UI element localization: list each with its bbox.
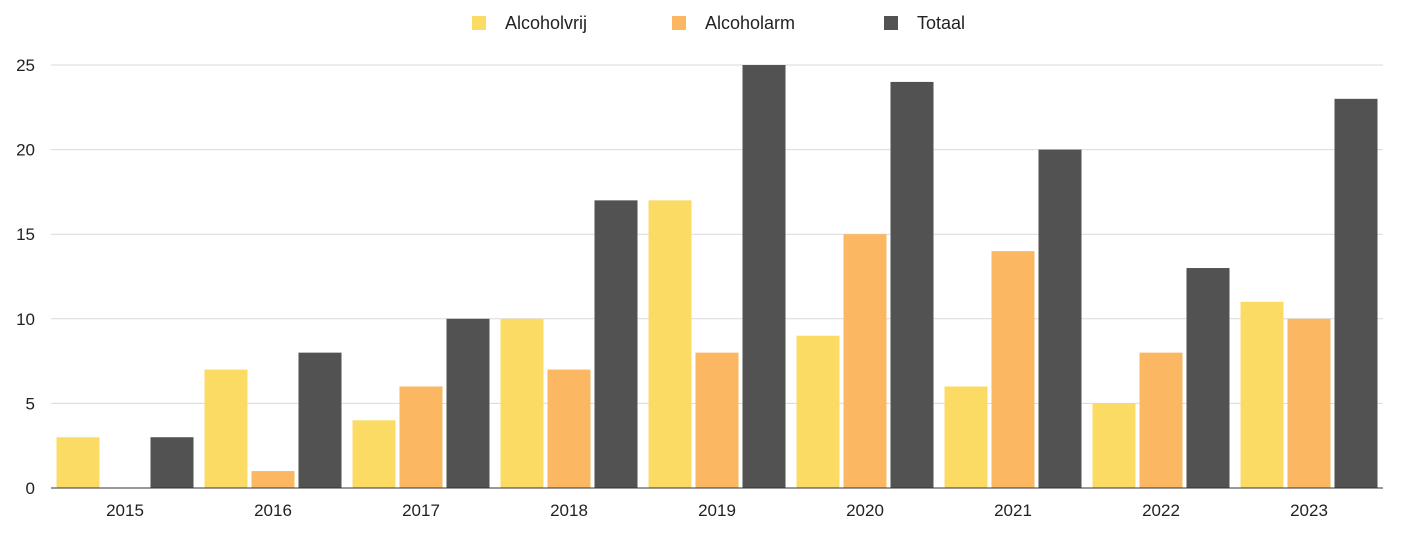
bar-alcoholarm-2020[interactable] bbox=[843, 234, 887, 488]
y-axis: 0 5 10 15 20 25 bbox=[16, 56, 35, 498]
bar-alcoholvrij-2019[interactable] bbox=[648, 200, 692, 489]
legend: Alcoholvrij Alcoholarm Totaal bbox=[472, 13, 965, 33]
legend-swatch bbox=[472, 16, 486, 30]
bar-alcoholarm-2023[interactable] bbox=[1287, 318, 1331, 488]
x-tick-label: 2015 bbox=[106, 501, 144, 520]
gridlines bbox=[51, 64, 1383, 404]
legend-label: Totaal bbox=[917, 13, 965, 33]
bar-alcoholvrij-2022[interactable] bbox=[1092, 403, 1136, 488]
y-tick-label: 25 bbox=[16, 56, 35, 75]
x-tick-label: 2020 bbox=[846, 501, 884, 520]
x-tick-label: 2022 bbox=[1142, 501, 1180, 520]
bar-alcoholarm-2019[interactable] bbox=[695, 352, 739, 488]
bar-alcoholvrij-2020[interactable] bbox=[796, 335, 840, 488]
bar-totaal-2021[interactable] bbox=[1038, 149, 1082, 488]
y-tick-label: 5 bbox=[26, 394, 35, 413]
bar-alcoholvrij-2017[interactable] bbox=[352, 420, 396, 488]
legend-swatch bbox=[672, 16, 686, 30]
bar-totaal-2023[interactable] bbox=[1334, 98, 1378, 488]
bar-alcoholvrij-2015[interactable] bbox=[56, 437, 100, 488]
bar-totaal-2017[interactable] bbox=[446, 318, 490, 488]
x-tick-label: 2018 bbox=[550, 501, 588, 520]
bar-totaal-2020[interactable] bbox=[890, 81, 934, 489]
bar-totaal-2015[interactable] bbox=[150, 437, 194, 488]
legend-item-totaal[interactable]: Totaal bbox=[884, 13, 965, 33]
legend-item-alcoholarm[interactable]: Alcoholarm bbox=[672, 13, 795, 33]
x-axis: 2015 2016 2017 2018 2019 2020 2021 2022 2023 bbox=[51, 487, 1383, 520]
bar-alcoholarm-2018[interactable] bbox=[547, 369, 591, 488]
bar-totaal-2018[interactable] bbox=[594, 200, 638, 489]
bar-alcoholvrij-2023[interactable] bbox=[1240, 301, 1284, 488]
legend-label: Alcoholvrij bbox=[505, 13, 587, 33]
x-tick-label: 2021 bbox=[994, 501, 1032, 520]
y-tick-label: 20 bbox=[16, 141, 35, 160]
bar-totaal-2016[interactable] bbox=[298, 352, 342, 488]
bars bbox=[56, 65, 1378, 489]
bar-alcoholarm-2016[interactable] bbox=[251, 471, 295, 488]
legend-swatch bbox=[884, 16, 898, 30]
y-tick-label: 15 bbox=[16, 225, 35, 244]
y-tick-label: 10 bbox=[16, 310, 35, 329]
x-tick-label: 2016 bbox=[254, 501, 292, 520]
x-tick-label: 2023 bbox=[1290, 501, 1328, 520]
legend-label: Alcoholarm bbox=[705, 13, 795, 33]
bar-alcoholvrij-2016[interactable] bbox=[204, 369, 248, 488]
x-tick-label: 2019 bbox=[698, 501, 736, 520]
legend-item-alcoholvrij[interactable]: Alcoholvrij bbox=[472, 13, 587, 33]
bar-totaal-2022[interactable] bbox=[1186, 268, 1230, 488]
bar-alcoholarm-2022[interactable] bbox=[1139, 352, 1183, 488]
y-tick-label: 0 bbox=[26, 479, 35, 498]
x-tick-label: 2017 bbox=[402, 501, 440, 520]
bar-alcoholarm-2021[interactable] bbox=[991, 251, 1035, 488]
bar-alcoholvrij-2021[interactable] bbox=[944, 386, 988, 488]
bar-alcoholvrij-2018[interactable] bbox=[500, 318, 544, 488]
bar-totaal-2019[interactable] bbox=[742, 65, 786, 488]
bar-alcoholarm-2017[interactable] bbox=[399, 386, 443, 488]
